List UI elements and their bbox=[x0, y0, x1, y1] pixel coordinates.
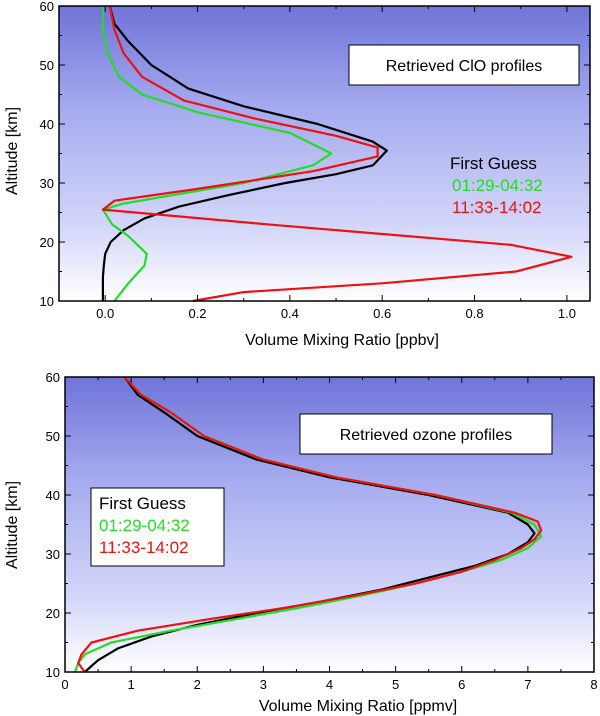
clo-y-tick-label: 30 bbox=[40, 176, 54, 191]
ozone-title-box bbox=[299, 413, 553, 455]
ozone-chart: 0 1 2 3 4 5 6 7 8 10 20 30 40 50 60 Volume Mixing Rat… bbox=[4, 370, 598, 715]
clo-y-ticks: 10 20 30 40 50 60 bbox=[40, 0, 590, 309]
ozone-x-tick-label: 2 bbox=[194, 677, 201, 692]
clo-series-line-1 bbox=[101, 6, 333, 302]
clo-x-tick-label: 0.2 bbox=[188, 306, 206, 321]
clo-y-tick-label: 40 bbox=[40, 117, 54, 132]
ozone-legend-first-guess: First Guess bbox=[99, 494, 186, 513]
ozone-x-tick-label: 8 bbox=[590, 677, 597, 692]
clo-series-line-2 bbox=[101, 5, 573, 303]
clo-y-tick-label: 10 bbox=[40, 294, 54, 309]
clo-x-tick-label: 0.6 bbox=[373, 306, 391, 321]
clo-legend-first-guess: First Guess bbox=[450, 154, 537, 173]
clo-series-lines bbox=[101, 5, 573, 303]
ozone-x-axis-label: Volume Mixing Ratio [ppmv] bbox=[259, 698, 457, 715]
ozone-x-tick-label: 1 bbox=[128, 677, 135, 692]
clo-legend: First Guess 01:29-04:32 11:33-14:02 bbox=[450, 154, 543, 217]
ozone-x-tick-label: 5 bbox=[392, 677, 399, 692]
clo-x-tick-label: 0.8 bbox=[466, 306, 484, 321]
ozone-title: Retrieved ozone profiles bbox=[340, 427, 513, 444]
ozone-y-tick-label: 60 bbox=[46, 370, 60, 385]
clo-y-axis-label: Altitude [km] bbox=[4, 107, 21, 195]
ozone-y-tick-label: 20 bbox=[46, 606, 60, 621]
ozone-x-tick-label: 0 bbox=[61, 677, 68, 692]
ozone-x-tick-label: 7 bbox=[524, 677, 531, 692]
ozone-x-tick-label: 4 bbox=[326, 677, 333, 692]
ozone-y-tick-label: 30 bbox=[46, 547, 60, 562]
clo-x-tick-label: 0.0 bbox=[96, 306, 114, 321]
clo-series-line-0 bbox=[101, 5, 388, 301]
ozone-y-tick-label: 10 bbox=[46, 665, 60, 680]
ozone-x-tick-label: 3 bbox=[260, 677, 267, 692]
clo-y-tick-label: 20 bbox=[40, 235, 54, 250]
ozone-legend: First Guess 01:29-04:32 11:33-14:02 bbox=[90, 487, 225, 567]
clo-legend-series-2: 11:33-14:02 bbox=[452, 198, 541, 217]
clo-x-tick-label: 0.4 bbox=[281, 306, 299, 321]
ozone-legend-box bbox=[90, 487, 225, 567]
clo-x-tick-label: 1.0 bbox=[558, 306, 576, 321]
clo-legend-series-1: 01:29-04:32 bbox=[452, 176, 543, 195]
clo-y-tick-label: 50 bbox=[40, 58, 54, 73]
ozone-y-tick-label: 50 bbox=[46, 429, 60, 444]
ozone-y-tick-label: 40 bbox=[46, 488, 60, 503]
clo-title: Retrieved ClO profiles bbox=[386, 58, 543, 75]
ozone-x-tick-label: 6 bbox=[458, 677, 465, 692]
ozone-series-lines bbox=[73, 376, 543, 673]
ozone-x-ticks: 0 1 2 3 4 5 6 7 8 bbox=[61, 377, 598, 692]
clo-x-ticks: 0.0 0.2 0.4 0.6 0.8 1.0 bbox=[58, 6, 576, 321]
clo-y-tick-label: 60 bbox=[40, 0, 54, 14]
clo-x-axis-label: Volume Mixing Ratio [ppbv] bbox=[245, 332, 439, 349]
ozone-legend-series-2: 11:33-14:02 bbox=[99, 538, 188, 557]
clo-title-box bbox=[348, 44, 580, 86]
ozone-series-line-2 bbox=[77, 376, 543, 673]
ozone-y-ticks: 10 20 30 40 50 60 bbox=[46, 370, 594, 680]
ozone-legend-series-1: 01:29-04:32 bbox=[99, 516, 190, 535]
clo-chart: 0.0 0.2 0.4 0.6 0.8 1.0 10 20 30 40 50 60 Volume M… bbox=[4, 0, 591, 349]
ozone-y-axis-label: Altitude [km] bbox=[4, 481, 21, 569]
